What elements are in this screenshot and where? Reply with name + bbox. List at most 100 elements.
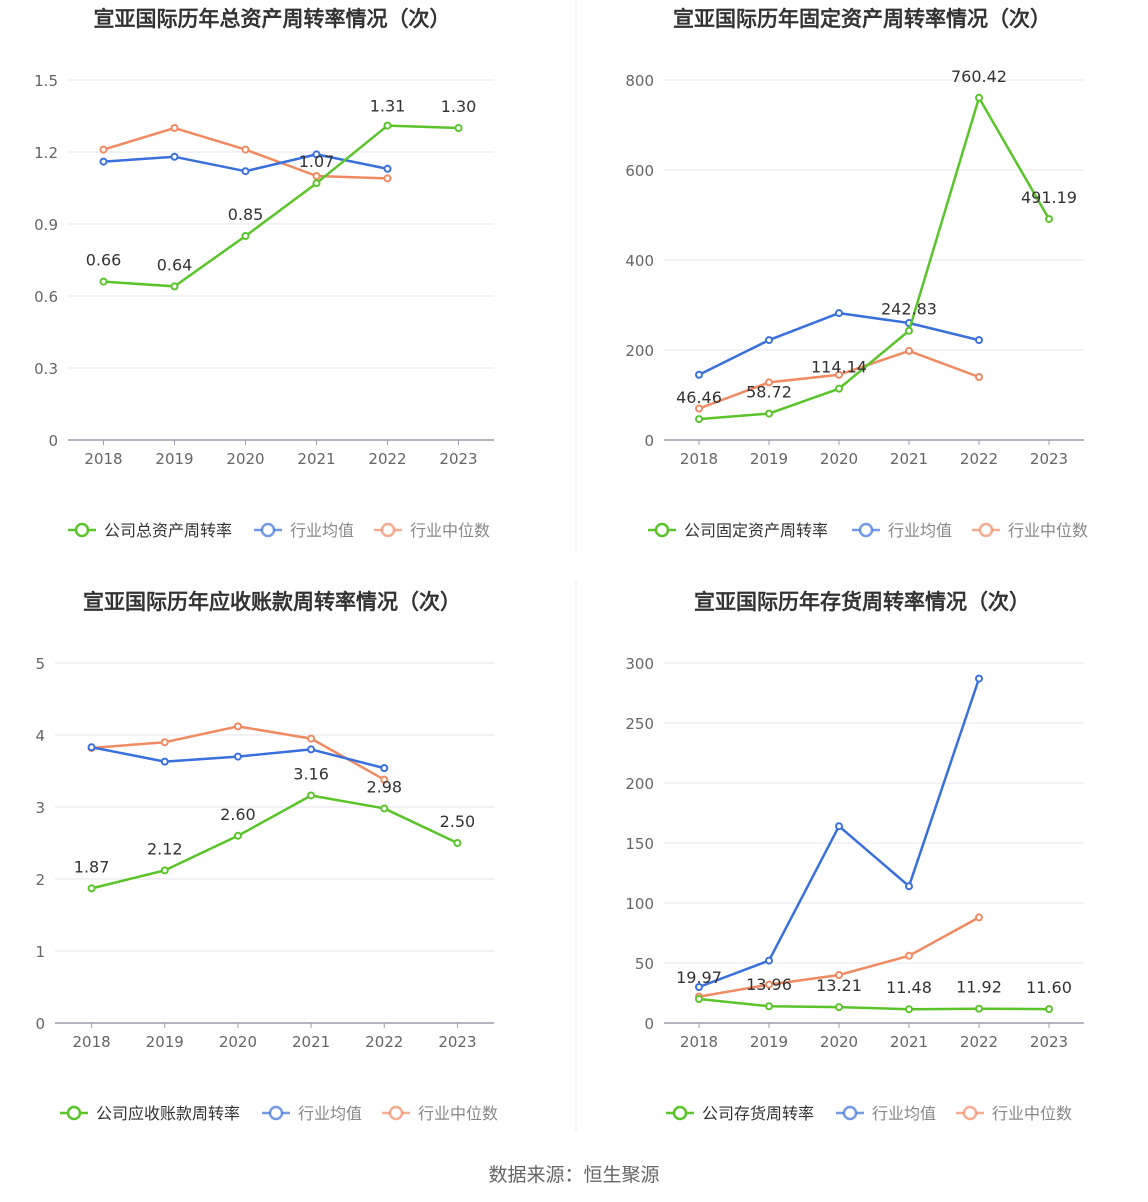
legend-label-median: 行业中位数 <box>418 1104 498 1123</box>
x-tick-label: 2019 <box>146 1033 184 1051</box>
legend-label-avg: 行业均值 <box>290 521 354 540</box>
data-label: 13.21 <box>816 976 862 995</box>
chart-panel: 宣亚国际历年固定资产周转率情况（次） 800 600 400 200 0 2018 2019 2… <box>625 7 1088 540</box>
x-tick-label: 2019 <box>155 450 193 468</box>
data-point-company <box>1045 1005 1053 1014</box>
data-point-median <box>307 734 316 743</box>
y-tick-label: 0 <box>48 432 58 450</box>
legend-marker-avg <box>842 1105 858 1121</box>
data-label: 3.16 <box>293 764 329 783</box>
data-point-company <box>975 93 983 102</box>
data-point-median <box>835 971 843 979</box>
y-tick-label: 0 <box>644 1015 654 1033</box>
data-point-company <box>1045 214 1053 223</box>
x-tick-label: 2020 <box>820 450 858 468</box>
data-label: 46.46 <box>676 388 722 407</box>
data-point-avg <box>765 336 773 345</box>
legend-marker-company <box>66 1105 82 1121</box>
chart-title: 宣亚国际历年应收账款周转率情况（次） <box>83 590 461 614</box>
y-tick-label: 400 <box>625 252 654 270</box>
data-point-avg <box>835 822 843 831</box>
data-point-median <box>905 346 913 355</box>
legend-label-avg: 行业均值 <box>298 1104 362 1123</box>
data-label: 491.19 <box>1021 188 1077 207</box>
data-point-avg <box>170 152 179 161</box>
x-tick-label: 2021 <box>890 450 928 468</box>
data-label: 1.30 <box>441 97 477 116</box>
data-label: 242.83 <box>881 300 937 319</box>
data-point-company <box>975 1004 983 1013</box>
data-point-avg <box>87 743 96 752</box>
legend-marker-avg <box>260 522 276 538</box>
data-point-avg <box>835 309 843 318</box>
legend-marker-median <box>978 522 994 538</box>
data-point-median <box>695 404 703 413</box>
x-tick-label: 2018 <box>72 1033 110 1051</box>
legend-marker-median <box>380 522 396 538</box>
y-tick-label: 5 <box>35 655 45 673</box>
data-point-median <box>383 174 392 183</box>
data-point-company <box>905 326 913 335</box>
data-label: 114.14 <box>811 358 867 377</box>
data-point-company <box>765 409 773 418</box>
data-point-median <box>905 951 913 960</box>
data-point-avg <box>975 674 983 683</box>
series-line-company <box>103 124 459 288</box>
data-point-median <box>241 145 250 154</box>
data-point-avg <box>241 167 250 176</box>
x-tick-label: 2022 <box>365 1033 403 1051</box>
data-label: 2.98 <box>366 777 402 796</box>
y-tick-label: 800 <box>625 72 654 90</box>
data-point-median <box>312 172 321 180</box>
data-point-company <box>170 282 179 291</box>
x-tick-label: 2022 <box>368 450 406 468</box>
data-point-company <box>241 232 250 240</box>
data-label: 58.72 <box>746 383 792 402</box>
data-point-avg <box>380 764 389 773</box>
y-tick-label: 50 <box>635 955 654 973</box>
data-point-company <box>905 1005 913 1014</box>
x-tick-label: 2021 <box>292 1033 330 1051</box>
data-label: 1.07 <box>299 152 335 171</box>
y-tick-label: 600 <box>625 162 654 180</box>
x-tick-label: 2020 <box>219 1033 257 1051</box>
data-label: 1.87 <box>74 857 110 876</box>
y-tick-label: 200 <box>625 775 654 793</box>
data-point-avg <box>695 983 703 991</box>
data-point-avg <box>307 745 316 754</box>
y-tick-label: 250 <box>625 715 654 733</box>
legend-label-median: 行业中位数 <box>1008 521 1088 540</box>
legend-marker-avg <box>268 1105 284 1121</box>
series-line-company <box>698 96 1051 421</box>
data-point-avg <box>975 336 983 345</box>
series-line-company <box>91 794 458 890</box>
x-tick-label: 2018 <box>680 450 718 468</box>
data-point-median <box>380 775 389 784</box>
data-label: 760.42 <box>951 67 1007 86</box>
legend-label-company: 公司应收账款周转率 <box>96 1104 240 1123</box>
x-tick-label: 2023 <box>1030 1033 1068 1051</box>
data-point-company <box>307 791 316 800</box>
data-label: 11.92 <box>956 978 1002 997</box>
y-tick-label: 300 <box>625 655 654 673</box>
data-label: 0.66 <box>86 251 122 270</box>
y-tick-label: 1 <box>35 943 45 961</box>
y-tick-label: 0 <box>35 1015 45 1033</box>
chart-title: 宣亚国际历年总资产周转率情况（次） <box>94 7 451 31</box>
legend-marker-company <box>672 1105 688 1121</box>
data-point-company <box>695 415 703 424</box>
y-tick-label: 0.9 <box>34 216 58 234</box>
legend-label-company: 公司存货周转率 <box>702 1104 814 1123</box>
legend-label-company: 公司总资产周转率 <box>104 521 232 540</box>
x-tick-label: 2022 <box>960 1033 998 1051</box>
y-tick-label: 4 <box>35 727 45 745</box>
legend-marker-avg <box>858 522 874 538</box>
data-label: 13.96 <box>746 975 792 994</box>
y-tick-label: 0.6 <box>34 288 58 306</box>
data-point-avg <box>312 150 321 159</box>
data-point-company <box>453 839 462 847</box>
data-label: 1.31 <box>370 97 406 116</box>
x-tick-label: 2018 <box>84 450 122 468</box>
legend-marker-median <box>388 1105 404 1121</box>
